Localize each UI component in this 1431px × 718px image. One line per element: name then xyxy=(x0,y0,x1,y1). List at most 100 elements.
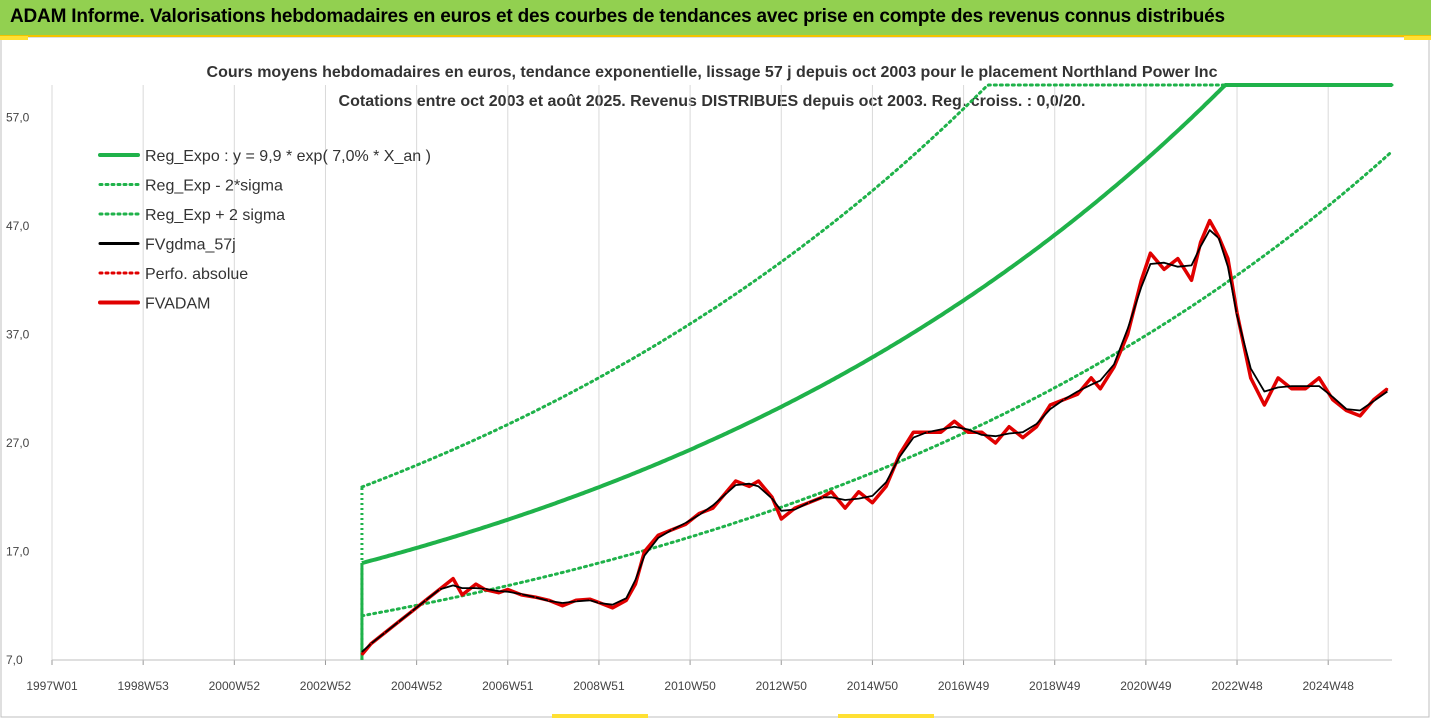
fvadam-point xyxy=(1090,377,1092,379)
fvadam-point xyxy=(634,583,637,585)
fvadam-point xyxy=(1199,241,1202,244)
fvadam-point xyxy=(1022,436,1024,439)
fvgdma-57j-line xyxy=(361,229,1388,653)
fvadam-point xyxy=(370,642,372,645)
fvadam-point xyxy=(1008,425,1010,428)
corner-marker-left xyxy=(0,36,28,40)
fvadam-point xyxy=(397,621,400,623)
fvadam-point xyxy=(980,431,983,433)
legend-label: FVgdma_57j xyxy=(145,237,236,254)
x-tick-label: 2012W50 xyxy=(756,679,808,693)
x-tick-label: 2010W50 xyxy=(664,679,716,693)
fvadam-point xyxy=(461,594,464,596)
fvadam-point xyxy=(520,594,523,596)
x-tick-label: 2008W51 xyxy=(573,679,625,693)
fvadam-point xyxy=(807,501,810,504)
fvadam-point xyxy=(1345,409,1348,412)
fvadam-point xyxy=(506,588,509,591)
fvadam-point xyxy=(1126,333,1129,336)
fvadam-point xyxy=(926,431,928,433)
fvadam-point xyxy=(1149,252,1152,254)
report-title: ADAM Informe. Valorisations hebdomadaire… xyxy=(10,6,1225,27)
chart-legend: Reg_Expo : y = 9,9 * exp( 7,0% * X_an ) R… xyxy=(98,148,431,313)
bottom-marker-left xyxy=(552,714,648,718)
x-tick-label: 2002W52 xyxy=(300,679,352,693)
x-tick-label: 2020W49 xyxy=(1120,679,1172,693)
fvadam-point xyxy=(383,632,386,634)
y-tick-label: 7,0 xyxy=(6,653,23,667)
fvadam-point xyxy=(1113,366,1115,368)
fvadam-point xyxy=(561,604,564,607)
x-tick-label: 2022W48 xyxy=(1211,679,1263,693)
fvadam-point xyxy=(953,420,956,423)
chart-series xyxy=(360,83,1394,660)
fvadam-point xyxy=(1372,398,1375,401)
fvadam-point xyxy=(1035,425,1038,428)
fvadam-point xyxy=(611,607,614,609)
valuation-chart: Cours moyens hebdomadaires en euros, ten… xyxy=(0,37,1430,718)
fvadam-point xyxy=(1099,387,1102,390)
y-tick-label: 27,0 xyxy=(6,436,30,450)
fvadam-point xyxy=(698,512,701,515)
fvadam-point xyxy=(830,491,833,493)
fvadam-point xyxy=(885,485,887,488)
fvadam-point xyxy=(821,496,824,499)
chart-title-line1: Cours moyens hebdomadaires en euros, ten… xyxy=(207,64,1218,81)
y-tick-label: 17,0 xyxy=(6,545,30,559)
fvadam-point xyxy=(712,507,714,509)
fvadam-point xyxy=(898,453,901,455)
fvadam-point xyxy=(748,485,751,488)
fvadam-point xyxy=(625,599,628,602)
fvadam-point xyxy=(844,507,846,509)
fvadam-point xyxy=(548,599,550,602)
fvadam-point xyxy=(912,431,915,433)
fvadam-point xyxy=(1218,236,1220,238)
fvadam-point xyxy=(857,491,860,493)
fvadam-point xyxy=(575,599,577,602)
fvadam-point xyxy=(1049,404,1051,406)
fvadam-point xyxy=(967,431,969,433)
corner-marker-right xyxy=(1404,36,1431,40)
legend-label: Perfo. absolue xyxy=(145,266,248,283)
report-banner: ADAM Informe. Valorisations hebdomadaire… xyxy=(0,0,1431,37)
fvadam-point xyxy=(1227,257,1229,260)
fvadam-point xyxy=(1277,377,1279,379)
fvadam-point xyxy=(484,588,486,591)
legend-label: Reg_Exp - 2*sigma xyxy=(145,178,283,195)
fvadam-point xyxy=(411,610,413,612)
x-axis: 1997W01 1998W53 2000W52 2002W52 2004W52 2006W… xyxy=(26,679,1354,693)
x-tick-label: 2016W49 xyxy=(938,679,990,693)
x-tick-label: 1997W01 xyxy=(26,679,78,693)
fvadam-point xyxy=(1176,257,1179,260)
fvadam-point xyxy=(589,598,591,601)
fvadam-point xyxy=(1359,415,1361,417)
fvadam-point xyxy=(1063,398,1065,401)
x-tick-label: 2006W51 xyxy=(482,679,534,693)
bottom-marker-right xyxy=(838,714,934,718)
fvadam-point xyxy=(598,601,600,604)
fvadam-point xyxy=(424,599,427,602)
fvadam-point xyxy=(757,480,760,482)
reg-expo-line xyxy=(361,83,1392,566)
fvadam-point xyxy=(452,577,454,580)
reg-exp-minus-2-sigma-line xyxy=(360,149,1394,618)
fvadam-point xyxy=(771,496,773,499)
fvadam-point xyxy=(1236,312,1238,314)
y-tick-label: 47,0 xyxy=(6,219,30,233)
fvadam-point xyxy=(1386,387,1389,390)
y-axis: 7,0 17,0 27,0 37,0 47,0 57,0 xyxy=(6,111,30,667)
chart-title-line2: Cotations entre oct 2003 et août 2025. R… xyxy=(339,93,1086,110)
fvadam-point xyxy=(1318,377,1320,379)
fvadam-point xyxy=(475,583,477,585)
x-tick-label: 2000W52 xyxy=(209,679,261,693)
fvadam-point xyxy=(1263,404,1266,406)
x-tick-label: 2014W50 xyxy=(847,679,899,693)
fvadam-point xyxy=(1290,387,1293,390)
legend-label: Reg_Expo : y = 9,9 * exp( 7,0% * X_an ) xyxy=(145,148,431,165)
fvadam-point xyxy=(725,491,728,493)
fvadam-point xyxy=(497,591,500,594)
legend-label: FVADAM xyxy=(145,296,210,313)
x-tick-label: 2018W49 xyxy=(1029,679,1081,693)
fvadam-point xyxy=(1208,219,1211,222)
x-tick-label: 2004W52 xyxy=(391,679,443,693)
